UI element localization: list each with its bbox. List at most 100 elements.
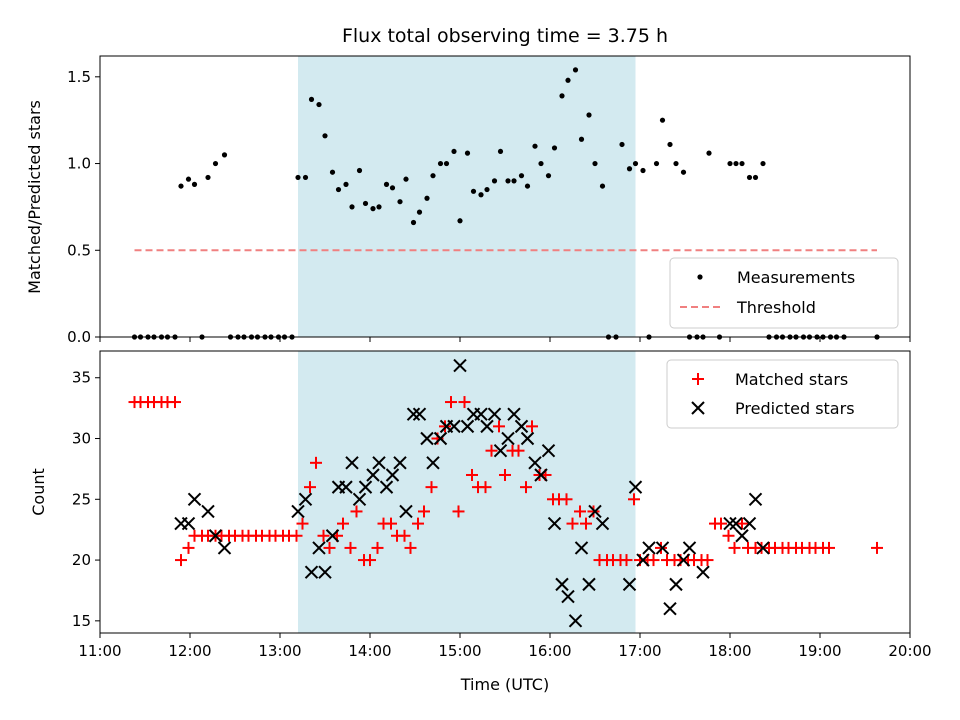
matched-star-point [560, 493, 573, 506]
predicted-star-point [352, 492, 367, 507]
measurement-point [383, 181, 390, 187]
predicted-star-point [460, 419, 475, 434]
measurement-point [532, 143, 538, 149]
measurement-point [551, 145, 558, 151]
matched-star-point [385, 517, 397, 530]
matched-star-point [722, 529, 735, 542]
predicted-star-point [366, 468, 380, 482]
top-y-axis-label: Matched/Predicted stars [25, 100, 44, 294]
measurement-point [191, 181, 198, 187]
predicted-star-point [399, 504, 413, 519]
predicted-star-point [520, 431, 535, 446]
predicted-star-point [453, 358, 467, 373]
measurement-point [457, 218, 463, 224]
matched-star-point [520, 481, 532, 494]
predicted-star-point [379, 480, 394, 494]
predicted-star-point [528, 456, 542, 470]
matched-star-point [715, 517, 727, 530]
x-tick-label: 19:00 [798, 642, 841, 660]
measurement-point [706, 150, 712, 156]
measurement-point [578, 136, 585, 142]
predicted-star-point [555, 577, 569, 592]
matched-star-point [412, 517, 424, 530]
measurement-point [410, 219, 417, 226]
matched-star-point [466, 468, 478, 481]
predicted-star-point [729, 516, 743, 531]
bottom-observing-window [298, 351, 636, 633]
legend-threshold-label: Threshold [736, 298, 816, 317]
matched-star-point [418, 505, 430, 518]
matched-star-point [296, 517, 309, 530]
predicted-star-point [201, 504, 215, 519]
measurement-point [376, 204, 382, 210]
legend-measurements-marker [697, 274, 703, 280]
predicted-star-point [574, 541, 589, 555]
predicted-star-point [568, 614, 583, 628]
matched-star-point [736, 517, 748, 530]
measurement-point [329, 169, 336, 175]
matched-star-point [701, 554, 714, 567]
bottom-panel: 15 20 25 30 35 11:00 12:00 13:00 14:00 15:00 16:0… [29, 350, 932, 694]
measurement-point [464, 150, 471, 156]
measurement-point [308, 96, 315, 102]
measurement-point [302, 174, 309, 181]
measurement-point [443, 160, 450, 167]
measurement-point [505, 178, 511, 184]
measurement-point [733, 160, 739, 167]
predicted-star-point [426, 456, 440, 470]
predicted-star-point [582, 577, 596, 592]
top-panel: 0.0 0.5 1.0 1.5 Matched/Predicted stars Mea… [25, 55, 911, 346]
measurement-point [295, 174, 301, 181]
measurement-point [619, 141, 625, 148]
matched-star-point [169, 396, 181, 409]
predicted-star-point [501, 431, 515, 446]
measurement-point [356, 167, 363, 174]
matched-star-point [364, 554, 376, 567]
predicted-star-point [187, 492, 202, 507]
matched-star-point [310, 456, 322, 469]
measurement-point [592, 160, 598, 167]
predicted-star-point [669, 577, 683, 592]
predicted-star-point [742, 516, 757, 531]
predicted-star-point [663, 601, 677, 616]
predicted-star-point [748, 492, 763, 507]
predicted-star-point [208, 529, 223, 543]
predicted-star-point [493, 443, 508, 458]
predicted-star-point [696, 565, 710, 579]
predicted-star-point [433, 431, 448, 446]
measurement-point [370, 206, 376, 212]
measurement-point [322, 133, 328, 139]
measurement-point [451, 148, 457, 155]
x-tick-label: 11:00 [78, 642, 121, 660]
matched-star-point [526, 420, 538, 433]
matched-star-point [871, 541, 883, 554]
measurement-point [572, 67, 579, 73]
measurement-point [524, 183, 531, 189]
predicted-star-point [345, 456, 359, 470]
measurement-point [667, 141, 673, 148]
top-y-tick-label: 1.5 [67, 68, 91, 86]
measurement-point [673, 160, 679, 167]
predicted-star-point [312, 541, 326, 555]
legend-predicted-label: Predicted stars [735, 399, 855, 418]
measurement-point [335, 186, 342, 193]
top-legend: Measurements Threshold [669, 257, 899, 329]
predicted-star-point [561, 589, 575, 604]
matched-star-point [574, 505, 586, 518]
measurement-point [349, 204, 355, 210]
predicted-star-point [393, 456, 407, 470]
predicted-star-point [588, 504, 602, 519]
top-y-tick-label: 0.5 [67, 241, 91, 259]
measurement-point [565, 77, 571, 83]
measurement-point [178, 183, 184, 189]
predicted-star-point [474, 407, 488, 421]
predicted-star-point [642, 541, 656, 555]
bottom-y-tick-label: 25 [72, 490, 91, 508]
measurement-point [389, 185, 396, 191]
measurement-point [470, 188, 477, 194]
predicted-star-point [723, 516, 737, 531]
measurement-point [680, 169, 687, 175]
x-tick-label: 12:00 [168, 642, 211, 660]
matched-star-point [655, 541, 667, 554]
matched-star-point [628, 493, 640, 506]
